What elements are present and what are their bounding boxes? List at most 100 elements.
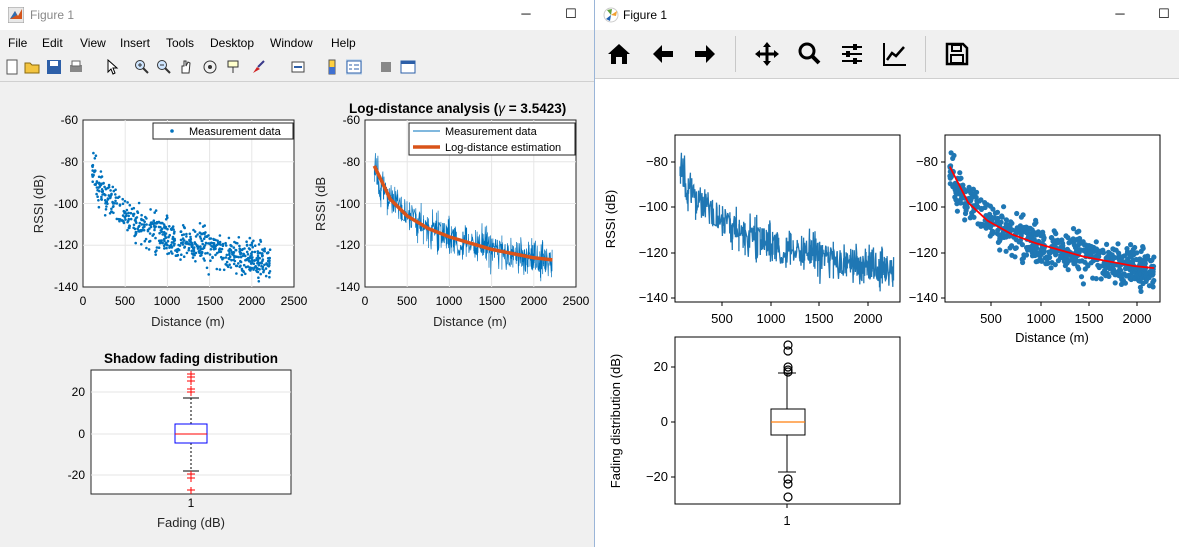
- data-point: [201, 242, 204, 246]
- data-point: [179, 230, 183, 233]
- data-point: [183, 226, 186, 230]
- data-point: [228, 263, 231, 266]
- edit-axis-icon[interactable]: [881, 40, 909, 68]
- menu-desktop[interactable]: Desktop: [210, 36, 255, 50]
- matplotlib-title-bar[interactable]: Figure 1 ─ ☐: [595, 0, 1179, 30]
- data-point: [267, 251, 270, 254]
- maximize-button[interactable]: ☐: [1158, 6, 1170, 21]
- data-point: [261, 254, 264, 257]
- x-tick-label: 1000: [757, 311, 786, 326]
- zoom-icon[interactable]: [795, 40, 823, 68]
- data-point: [191, 243, 194, 246]
- pplot3-axes[interactable]: [674, 336, 901, 505]
- data-point: [259, 272, 262, 276]
- menu-insert[interactable]: Insert: [120, 36, 151, 50]
- y-tick-label: -60: [343, 113, 361, 127]
- open-icon[interactable]: [24, 59, 40, 75]
- menu-help[interactable]: Help: [331, 36, 356, 50]
- data-point: [1006, 233, 1012, 239]
- menu-edit[interactable]: Edit: [42, 36, 63, 50]
- minimize-button[interactable]: ─: [521, 6, 531, 21]
- data-point: [143, 239, 147, 243]
- data-point: [268, 256, 271, 260]
- data-point: [127, 217, 131, 221]
- rotate-icon[interactable]: [202, 59, 218, 75]
- data-point: [153, 211, 156, 214]
- save-icon[interactable]: [46, 59, 62, 75]
- data-point: [229, 249, 233, 252]
- data-point: [250, 266, 254, 270]
- pan-icon[interactable]: [753, 40, 781, 68]
- data-point: [1031, 237, 1037, 243]
- print-icon[interactable]: [68, 59, 84, 75]
- forward-icon[interactable]: [691, 40, 719, 68]
- data-point: [214, 253, 217, 257]
- data-point: [164, 232, 168, 235]
- menu-window[interactable]: Window: [270, 36, 313, 50]
- dock-icon[interactable]: [400, 59, 416, 75]
- data-point: [224, 244, 228, 247]
- save-icon[interactable]: [943, 40, 971, 68]
- zoom-out-icon[interactable]: [156, 59, 172, 75]
- y-tick-label: −120: [639, 245, 668, 260]
- data-point: [140, 243, 143, 246]
- data-point: [135, 221, 138, 225]
- data-point: [209, 259, 212, 262]
- data-point: [256, 254, 260, 258]
- data-point: [161, 241, 164, 245]
- menu-file[interactable]: File: [8, 36, 28, 50]
- data-point: [245, 250, 249, 254]
- data-point: [124, 214, 128, 218]
- y-tick-label: -60: [61, 113, 79, 127]
- hide-tools-icon[interactable]: [378, 59, 394, 75]
- menu-tools[interactable]: Tools: [166, 36, 195, 50]
- pointer-icon[interactable]: [104, 59, 120, 75]
- data-point: [218, 240, 222, 244]
- data-point: [244, 254, 247, 258]
- data-point: [161, 233, 164, 236]
- data-point: [202, 237, 206, 240]
- data-point: [167, 252, 171, 255]
- data-point: [132, 206, 136, 210]
- data-point: [132, 223, 136, 227]
- matplotlib-figure-canvas: 500 1000 1500 2000 −80 −100 −120 −140 RS…: [603, 134, 1161, 528]
- data-point: [954, 208, 960, 214]
- legend-icon[interactable]: [346, 59, 362, 75]
- colorbar-icon[interactable]: [324, 59, 340, 75]
- menu-view[interactable]: View: [80, 36, 106, 50]
- data-point: [112, 205, 115, 208]
- zoom-in-icon[interactable]: [134, 59, 150, 75]
- data-point: [248, 236, 252, 240]
- data-point: [261, 252, 264, 255]
- data-point: [256, 270, 260, 274]
- data-point: [263, 249, 266, 253]
- data-point: [127, 214, 130, 218]
- data-point: [1014, 210, 1020, 217]
- new-figure-icon[interactable]: [4, 59, 20, 75]
- data-point: [202, 246, 206, 250]
- data-point: [148, 227, 151, 230]
- data-point: [173, 242, 176, 245]
- data-point: [1132, 244, 1138, 251]
- link-icon[interactable]: [290, 59, 306, 75]
- data-point: [171, 252, 174, 255]
- home-icon[interactable]: [605, 40, 633, 68]
- data-point: [1077, 235, 1083, 242]
- data-point: [1110, 266, 1117, 272]
- pan-icon[interactable]: [178, 59, 194, 75]
- back-icon[interactable]: [649, 40, 677, 68]
- data-point: [1001, 204, 1007, 210]
- data-point: [1052, 262, 1058, 268]
- data-point: [999, 214, 1005, 220]
- data-point: [970, 186, 976, 192]
- data-point: [257, 243, 261, 246]
- data-cursor-icon[interactable]: [226, 59, 242, 75]
- brush-icon[interactable]: [250, 59, 266, 75]
- data-point: [152, 233, 155, 236]
- y-tick-label: 0: [661, 414, 668, 429]
- x-tick-label: 500: [980, 311, 1002, 326]
- configure-subplots-icon[interactable]: [838, 40, 866, 68]
- matlab-title-bar[interactable]: Figure 1 ─ ☐: [0, 0, 594, 30]
- maximize-button[interactable]: ☐: [565, 6, 577, 21]
- minimize-button[interactable]: ─: [1115, 6, 1125, 21]
